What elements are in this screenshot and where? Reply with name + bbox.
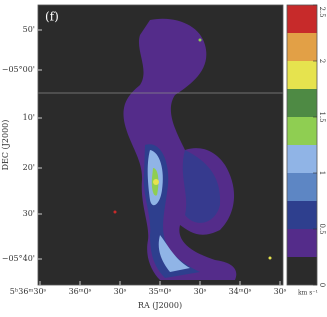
spot — [268, 256, 272, 260]
y-tick-label: 30' — [23, 209, 35, 218]
colorbar-tick-label: 1 — [318, 171, 326, 175]
colorbar-bin — [287, 201, 317, 229]
colorbar-tick-label: 2.5 — [318, 6, 326, 17]
colorbar-bin — [287, 89, 317, 117]
y-tick-label: −05°40' — [2, 254, 35, 263]
x-tick-label: 30ˢ — [274, 287, 287, 296]
colorbar-bin — [287, 117, 317, 145]
colorbar-bin — [287, 173, 317, 201]
y-ticks: 50' −05°00' 10' 20' 30' −05°40' — [2, 25, 42, 263]
y-axis-label: DEC (J2000) — [1, 120, 10, 171]
colorbar-bin — [287, 257, 317, 285]
colorbar-bin — [287, 5, 317, 33]
x-axis-label: RA (J2000) — [138, 301, 182, 310]
y-tick-label: −05°00' — [2, 65, 35, 74]
map — [38, 5, 283, 285]
spot — [113, 210, 117, 214]
x-tick-label: 35ᵐ0ˢ — [149, 287, 172, 296]
colorbar-tick-label: 2 — [318, 59, 326, 63]
x-tick-label: 30ˢ — [114, 287, 127, 296]
region-lightblue — [158, 235, 190, 272]
x-tick-label: 5ʰ36ᵐ30ˢ — [10, 287, 47, 296]
y-tick-label: 50' — [23, 25, 35, 34]
colorbar-tick-label: 0 — [318, 283, 326, 287]
colorbar-bin — [287, 61, 317, 89]
y-tick-label: 10' — [23, 113, 35, 122]
colorbar-bin — [287, 33, 317, 61]
x-ticks: 5ʰ36ᵐ30ˢ 36ᵐ0ˢ 30ˢ 35ᵐ0ˢ 30ˢ 34ᵐ0ˢ 30ˢ — [10, 281, 287, 296]
colorbar-tick-label: 0.5 — [318, 223, 326, 234]
x-tick-label: 36ᵐ0ˢ — [69, 287, 92, 296]
region-blue — [182, 150, 221, 223]
spot — [198, 38, 202, 42]
y-tick-label: 20' — [23, 163, 35, 172]
region-yellow — [153, 179, 159, 185]
panel-label: (f) — [45, 10, 59, 24]
colorbar: 0 0.5 1 1.5 2 2.5 km s⁻¹ — [286, 4, 326, 297]
x-tick-label: 34ᵐ0ˢ — [229, 287, 252, 296]
colorbar-bin — [287, 229, 317, 257]
colorbar-bin — [287, 145, 317, 173]
colorbar-unit: km s⁻¹ — [298, 290, 318, 297]
colorbar-tick-label: 1.5 — [318, 111, 326, 122]
colorbar-frame — [286, 4, 318, 286]
x-tick-label: 30ˢ — [194, 287, 207, 296]
